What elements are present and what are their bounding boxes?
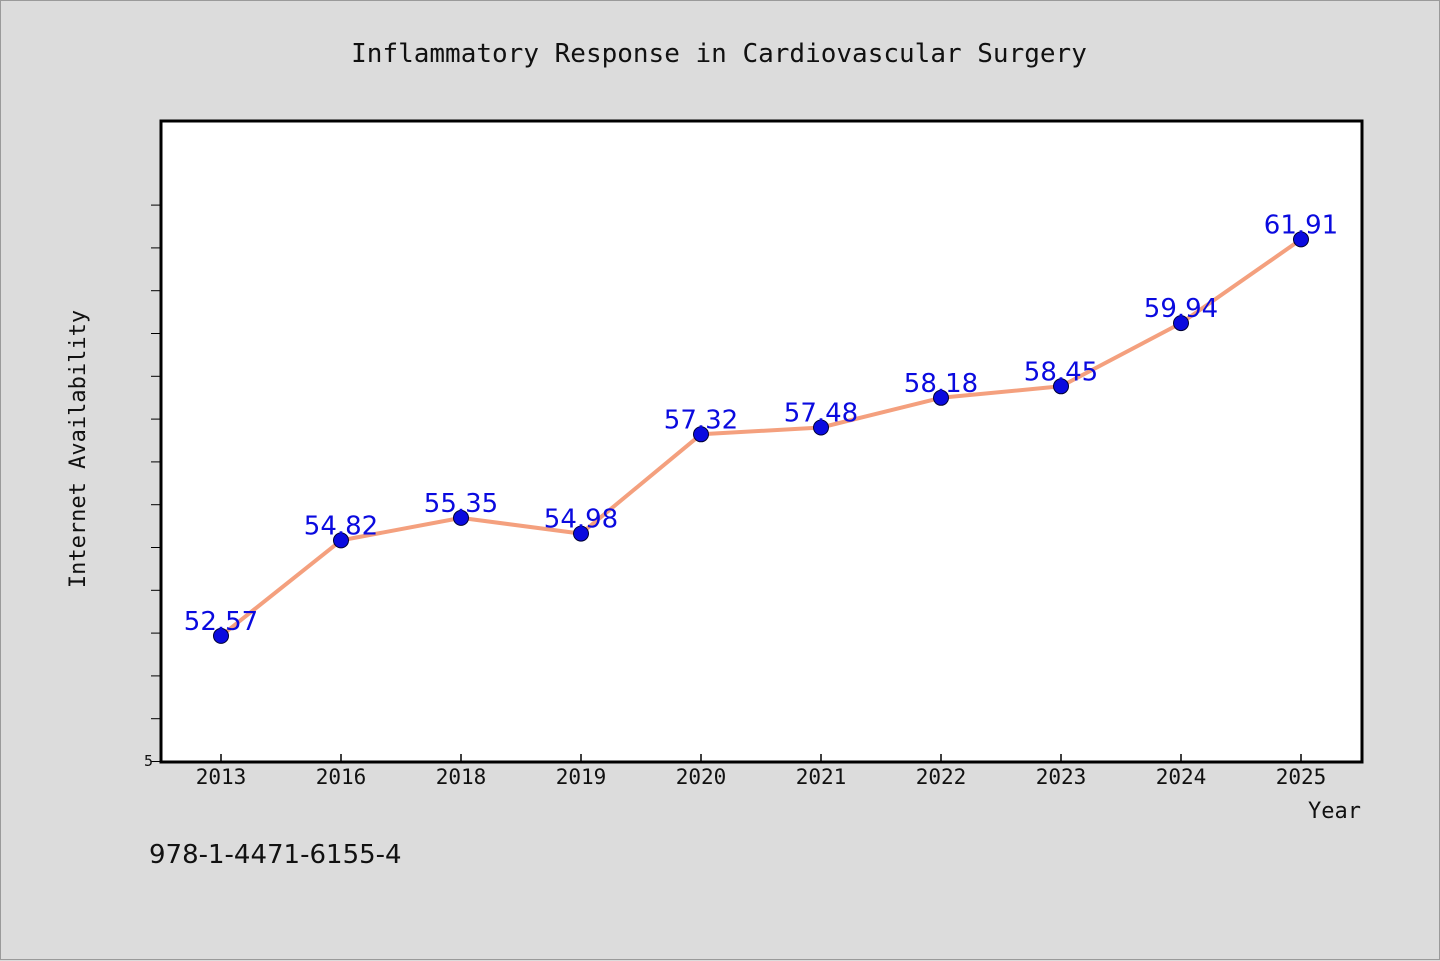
data-label: 54.82 <box>304 511 378 541</box>
x-tick-label: 2024 <box>1156 765 1207 789</box>
data-label: 58.45 <box>1024 357 1098 387</box>
data-point <box>1173 315 1189 332</box>
data-label: 52.57 <box>184 607 258 637</box>
plot-area <box>159 119 1364 764</box>
y-axis-label: Internet Availability <box>66 310 91 588</box>
x-axis-ticks <box>220 754 1302 762</box>
x-axis-label: Year <box>1308 799 1361 824</box>
x-tick-label: 2020 <box>676 765 727 789</box>
x-tick-label: 2025 <box>1276 765 1327 789</box>
data-point <box>693 426 709 443</box>
data-label: 54.98 <box>544 505 618 535</box>
x-tick-labels: 2013 2016 2018 2019 2020 2021 2022 2023 2024 2025 <box>196 765 1327 789</box>
data-label: 61.91 <box>1264 210 1338 240</box>
x-tick-label: 2022 <box>916 765 967 789</box>
data-point <box>1293 231 1309 248</box>
data-label: 58.18 <box>904 369 978 399</box>
y-tick-label: 5 <box>144 752 153 770</box>
x-tick-label: 2023 <box>1036 765 1087 789</box>
y-axis-ticks <box>151 204 161 762</box>
data-point <box>1053 378 1069 395</box>
isbn-footer: 978-1-4471-6155-4 <box>149 840 402 870</box>
data-label: 55.35 <box>424 489 498 519</box>
chart-title: Inflammatory Response in Cardiovascular … <box>351 39 1087 69</box>
data-point <box>933 389 949 406</box>
data-labels: 52.57 54.82 55.35 54.98 57.32 57.48 58.18 58.45… <box>184 210 1338 637</box>
data-label: 57.48 <box>784 399 858 429</box>
data-point <box>813 419 829 436</box>
x-tick-label: 2018 <box>436 765 487 789</box>
x-tick-label: 2019 <box>556 765 607 789</box>
x-tick-label: 2013 <box>196 765 247 789</box>
x-tick-label: 2021 <box>796 765 847 789</box>
data-label: 59.94 <box>1144 294 1218 324</box>
data-label: 57.32 <box>664 405 738 435</box>
data-point <box>213 627 229 644</box>
series-line <box>219 237 1303 638</box>
data-point <box>453 509 469 526</box>
x-tick-label: 2016 <box>316 765 367 789</box>
data-point <box>573 525 589 542</box>
series-markers <box>213 231 1309 644</box>
data-point <box>333 532 349 549</box>
